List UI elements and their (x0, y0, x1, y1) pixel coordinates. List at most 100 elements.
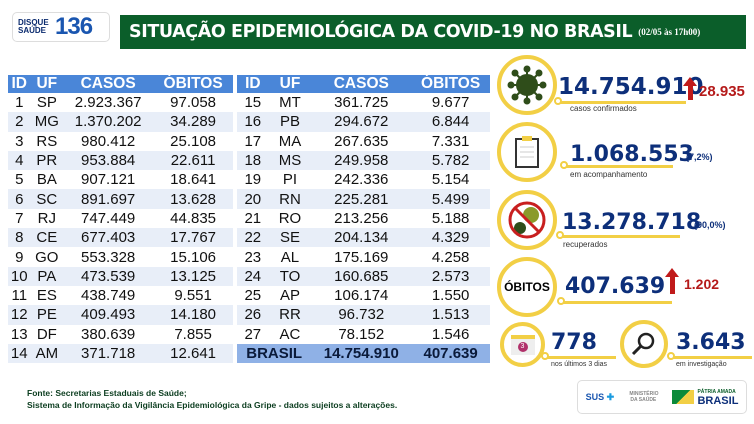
cell-id: 7 (15, 209, 24, 227)
cell-id: 5 (15, 171, 24, 189)
recovered-value: 13.278.718 (562, 210, 702, 235)
deaths-badge-label: ÓBITOS (504, 280, 550, 294)
cell-casos: 438.749 (81, 287, 136, 305)
cell-obitos: 5.782 (411, 150, 490, 171)
recovered-pct: (90,0%) (694, 220, 726, 230)
cell-obitos: 9.551 (174, 287, 212, 305)
cell-casos: 106.174 (334, 287, 389, 305)
title-banner: SITUAÇÃO EPIDEMIOLÓGICA DA COVID-19 NO B… (120, 15, 746, 49)
cell-uf: DF (36, 325, 57, 343)
total-obitos: 407.639 (411, 343, 490, 364)
cell-obitos: 25.108 (170, 132, 217, 150)
deaths-badge: ÓBITOS (497, 257, 557, 317)
increase-arrow-icon (683, 77, 697, 86)
table-row: 4 PR 953.884 22.611 (8, 150, 233, 171)
cell-casos: 249.958 (311, 150, 412, 171)
monitoring-pct: (7,2%) (686, 152, 713, 162)
table-row: 16 PB 294.672 6.844 (237, 112, 490, 132)
cell-casos: 409.493 (63, 305, 154, 325)
cell-obitos: 18.641 (170, 171, 217, 189)
cell-obitos: 7.331 (431, 132, 470, 150)
cell-obitos: 14.180 (153, 305, 233, 325)
cell-casos: 891.697 (63, 189, 154, 209)
cell-casos: 294.672 (311, 112, 412, 132)
sus-logo: SUS ✚ (585, 391, 615, 402)
cell-uf: AM (30, 343, 64, 364)
confirmed-increase: 28.935 (699, 83, 745, 100)
logo-line2: SAÚDE (18, 26, 47, 35)
col-obitos: ÓBITOS (153, 75, 233, 93)
cell-casos: 380.639 (81, 325, 136, 343)
table-row: 2 MG 1.370.202 34.289 (8, 112, 233, 132)
col-id: ID (8, 75, 31, 93)
cell-uf: RO (278, 209, 302, 227)
cell-uf: GO (35, 248, 59, 266)
table-row: 8 CE 677.403 17.767 (8, 228, 233, 248)
recovered-label: recuperados (563, 240, 608, 249)
cell-obitos: 97.058 (170, 94, 217, 112)
cell-uf: MG (30, 112, 64, 132)
cell-uf: ES (36, 287, 57, 305)
cell-casos: 907.121 (81, 171, 136, 189)
cell-uf: RJ (37, 209, 56, 227)
cell-casos: 371.718 (63, 343, 154, 364)
cell-casos: 242.336 (334, 171, 389, 189)
cell-id: 1 (15, 94, 24, 112)
states-table-right: ID UF CASOS ÓBITOS 15 MT 361.725 9.677 16 PB 294.… (237, 75, 490, 364)
cell-id: 21 (244, 209, 262, 227)
cell-uf: MS (268, 150, 312, 171)
confirmed-label: casos confirmados (570, 104, 637, 113)
cell-uf: SE (268, 228, 312, 248)
cell-casos: 747.449 (81, 209, 136, 227)
table-row: 19 PI 242.336 5.154 (237, 170, 490, 189)
cell-id: 12 (8, 305, 31, 325)
col-uf: UF (30, 75, 64, 93)
cell-id: 3 (15, 132, 24, 150)
calendar-icon: 3 (500, 322, 545, 367)
source-line1: Fonte: Secretarias Estaduais de Saúde; (27, 388, 187, 398)
deaths-value: 407.639 (565, 274, 666, 299)
footer-source: Fonte: Secretarias Estaduais de Saúde; S… (27, 387, 397, 411)
cell-id: 8 (8, 228, 31, 248)
cell-obitos: 4.258 (431, 248, 470, 266)
table-row: 13 DF 380.639 7.855 (8, 325, 233, 344)
table-row: 10 PA 473.539 13.125 (8, 266, 233, 286)
cell-id: 15 (244, 94, 262, 112)
table-row: 23 AL 175.169 4.258 (237, 247, 490, 266)
cell-id: 20 (237, 189, 269, 209)
cell-casos: 160.685 (311, 266, 412, 286)
deaths-increase: 1.202 (684, 276, 720, 292)
magnifier-icon (620, 320, 668, 368)
cell-id: 11 (11, 287, 28, 305)
cell-obitos: 2.573 (411, 266, 490, 286)
cell-casos: 2.923.367 (74, 94, 142, 112)
cell-id: 14 (8, 343, 31, 364)
cell-obitos: 1.513 (411, 305, 490, 325)
cell-uf: BA (36, 171, 57, 189)
cell-casos: 204.134 (311, 228, 412, 248)
cell-id: 2 (8, 112, 31, 132)
monitoring-label: em acompanhamento (570, 170, 648, 179)
col-casos: CASOS (63, 75, 154, 93)
logo-number: 136 (55, 13, 93, 40)
cell-obitos: 34.289 (153, 112, 233, 132)
cell-id: 22 (237, 228, 269, 248)
table-row: 6 SC 891.697 13.628 (8, 189, 233, 209)
table-row: 1 SP 2.923.367 97.058 (8, 93, 233, 112)
table-row: 18 MS 249.958 5.782 (237, 150, 490, 171)
report-date: (02/05 às 17h00) (638, 27, 701, 37)
table-row: 9 GO 553.328 15.106 (8, 247, 233, 266)
page-title: SITUAÇÃO EPIDEMIOLÓGICA DA COVID-19 NO B… (129, 22, 633, 42)
table-row: 3 RS 980.412 25.108 (8, 132, 233, 151)
cell-uf: AP (279, 287, 300, 305)
cell-uf: AL (280, 248, 300, 266)
cell-id: 18 (237, 150, 269, 171)
cell-casos: 980.412 (81, 132, 136, 150)
table-row: 22 SE 204.134 4.329 (237, 228, 490, 248)
no-virus-icon (497, 190, 557, 250)
cell-casos: 677.403 (63, 228, 154, 248)
states-table-left: ID UF CASOS ÓBITOS 1 SP 2.923.367 97.058 2 MG 1.3… (8, 75, 233, 364)
cell-uf: RS (36, 132, 58, 150)
table-row: 27 AC 78.152 1.546 (237, 325, 490, 344)
cell-id: 9 (15, 248, 24, 266)
